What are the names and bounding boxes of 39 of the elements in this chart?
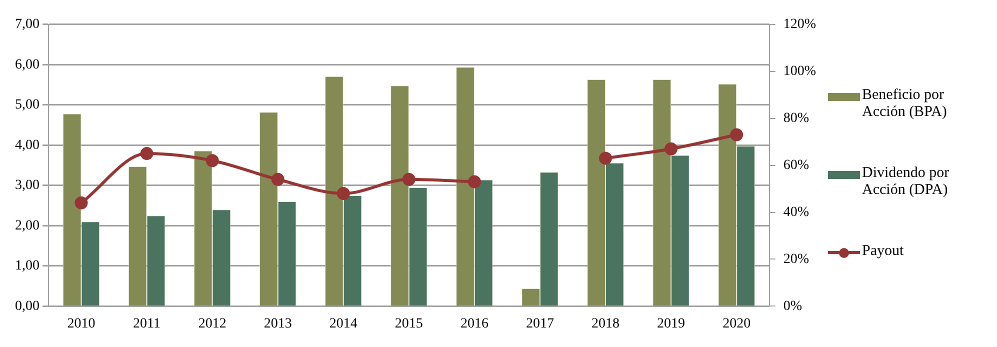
legend-label: Dividendo por Acción (DPA) xyxy=(862,164,950,198)
x-tick-label: 2011 xyxy=(133,316,161,332)
point xyxy=(730,128,744,142)
x-tick-label: 2016 xyxy=(460,316,488,332)
x-tick-label: 2019 xyxy=(657,316,686,332)
point xyxy=(336,186,350,200)
point xyxy=(599,152,612,165)
point xyxy=(468,175,481,188)
legend-label: Beneficio por Acción (BPA) xyxy=(862,86,948,120)
y2-tick-label: 40% xyxy=(783,204,810,220)
x-tick-label: 2015 xyxy=(394,316,423,332)
y-tick-label: 2,00 xyxy=(15,218,40,234)
point xyxy=(402,172,416,186)
x-tick-label: 2020 xyxy=(722,316,751,332)
x-tick-label: 2014 xyxy=(329,316,358,332)
point xyxy=(74,196,88,210)
x-tick-label: 2013 xyxy=(264,316,292,332)
x-tick-label: 2017 xyxy=(526,316,554,332)
y-tick-label: 7,00 xyxy=(15,17,40,32)
point xyxy=(140,147,154,160)
y-tick-label: 6,00 xyxy=(15,57,40,72)
y2-tick-label: 60% xyxy=(783,158,810,173)
y-tick-label: 0,00 xyxy=(15,298,40,314)
y-tick-label: 1,00 xyxy=(15,258,40,274)
y-tick-label: 5,00 xyxy=(15,98,40,113)
y2-tick-label: 0% xyxy=(783,298,802,314)
y-tick-label: 3,00 xyxy=(15,178,40,194)
legend-label: Payout xyxy=(862,242,904,260)
point xyxy=(206,154,219,168)
x-tick-label: 2018 xyxy=(592,316,620,332)
point xyxy=(271,172,284,186)
y2-tick-label: 120% xyxy=(783,17,816,32)
x-tick-label: 2010 xyxy=(67,316,96,332)
y-tick-label: 4,00 xyxy=(15,138,40,153)
point xyxy=(664,142,678,156)
y2-tick-label: 100% xyxy=(783,64,816,80)
y2-tick-label: 20% xyxy=(783,252,810,267)
x-tick-label: 2012 xyxy=(198,316,226,332)
y2-tick-label: 80% xyxy=(783,111,810,126)
